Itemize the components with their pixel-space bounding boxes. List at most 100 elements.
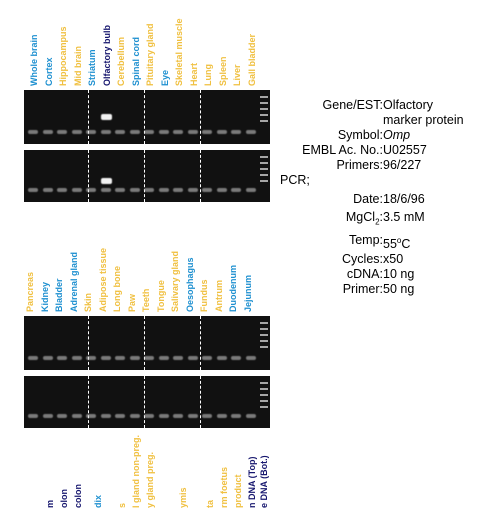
temp-unit: C <box>401 236 411 251</box>
lane-label-text: Heart <box>188 62 199 86</box>
gel-band <box>245 188 256 192</box>
lane-label-text: Gall bladder <box>246 33 257 86</box>
gel-band <box>42 414 53 418</box>
mgcl-value: 3.5 mM <box>383 210 425 224</box>
gel-band <box>115 356 125 360</box>
gel-band <box>158 130 169 134</box>
lane-label-text: Kidney <box>39 281 50 312</box>
gel-image-top-upper <box>24 90 270 144</box>
gel-band <box>173 414 183 418</box>
lane-label-text: Spleen <box>217 56 228 86</box>
gel-band <box>71 356 82 360</box>
mgcl-row: MgCl2: 3.5 mM <box>280 210 492 230</box>
lane-label-text: Jejunum <box>242 274 253 312</box>
gel-ladder-mark <box>260 162 268 164</box>
gel-band <box>42 356 53 360</box>
lane-label-text: Whole brain <box>29 34 39 87</box>
gel-band <box>144 414 154 418</box>
gel-ladder-mark <box>260 346 268 348</box>
embl-value: U02557 <box>383 143 427 157</box>
mgcl-subscript: 2 <box>375 217 380 227</box>
cdna-value: 10 ng <box>383 266 415 281</box>
gel-image-middle-lower <box>24 376 270 428</box>
gel-ladder-mark <box>260 334 268 336</box>
gel-divider <box>200 316 201 370</box>
gel-band <box>86 356 96 360</box>
gel-band <box>245 356 256 360</box>
gel-ladder-mark <box>260 168 268 170</box>
gel-divider <box>200 90 201 144</box>
gel-band <box>115 188 125 192</box>
gel-divider <box>88 90 89 144</box>
gel-ladder-mark <box>260 322 268 324</box>
gel-band <box>144 188 154 192</box>
lane-label-text: olon <box>59 489 69 508</box>
cdna-row: cDNA: 10 ng <box>280 267 492 282</box>
gel-band <box>71 188 82 192</box>
gel-ladder-mark <box>260 388 268 390</box>
gel-band <box>202 356 212 360</box>
lane-label-text: l gland non-preg. <box>131 435 141 508</box>
lane-labels-middle: Pancreas Kidney Bladder Adrenal gland Skin Ad… <box>0 230 270 316</box>
gel-band <box>216 188 227 192</box>
gel-ladder-mark <box>260 394 268 396</box>
gel-ladder-mark <box>260 340 268 342</box>
gel-band <box>71 414 82 418</box>
lane-label-text: Bladder <box>54 278 64 312</box>
cycles-row: Cycles: x50 <box>280 252 492 267</box>
gel-ladder-mark <box>260 180 268 182</box>
gel-image-middle-upper <box>24 316 270 370</box>
gel-band <box>144 356 154 360</box>
gene-value-line2: marker protein <box>383 113 464 127</box>
lane-label-text: Liver <box>232 64 242 86</box>
gel-band <box>129 188 140 192</box>
pcr-label: PCR; <box>280 173 310 187</box>
temp-value: 55 <box>383 236 397 251</box>
symbol-row: Symbol: Omp <box>280 128 492 143</box>
gel-band <box>187 130 198 134</box>
lane-label-text: Duodenum <box>228 265 238 312</box>
gel-ladder-mark <box>260 114 268 116</box>
lane-label-text: product <box>233 474 243 509</box>
lane-label-text: Pituitary gland <box>145 23 155 86</box>
lane-label-text: Eye <box>159 69 170 86</box>
cdna-key: cDNA: <box>346 266 383 281</box>
lane-label-text: colon <box>73 484 83 508</box>
lane-label-text: Skin <box>83 292 93 312</box>
gel-band-bright <box>100 114 112 120</box>
gel-band <box>245 414 256 418</box>
gel-band <box>100 188 111 192</box>
lane-label-text: Fundus <box>199 279 209 313</box>
gel-band <box>100 356 111 360</box>
gel-ladder-mark <box>260 120 268 122</box>
lane-labels-bottom: m olon colon dix s l gland non-preg. y gland p… <box>0 435 270 512</box>
cycles-value: x50 <box>383 251 404 266</box>
date-row: Date: 18/6/96 <box>280 192 492 207</box>
lane-label-text: Olfactory bulb <box>101 24 112 86</box>
lane-label-text: Oesophagus <box>184 257 195 312</box>
gel-band <box>202 188 212 192</box>
lane-label-text: Skeletal muscle <box>174 18 184 86</box>
gel-band <box>187 188 198 192</box>
gel-ladder-mark <box>260 96 268 98</box>
cycles-key: Cycles: <box>342 251 383 266</box>
gel-band <box>42 130 53 134</box>
lane-label-text: Lung <box>203 64 213 86</box>
gel-band <box>129 414 140 418</box>
gel-band <box>28 356 38 360</box>
lane-label-text: Striatum <box>87 49 97 86</box>
embl-row: EMBL Ac. No.: U02557 <box>280 143 492 158</box>
gel-band <box>216 414 227 418</box>
gel-divider <box>200 150 201 202</box>
primer-row: Primer: 50 ng <box>280 282 492 297</box>
gel-ladder-mark <box>260 156 268 158</box>
lane-label-text: Salivary gland <box>170 250 180 312</box>
gel-band <box>57 356 67 360</box>
lane-label-text: Cortex <box>43 57 54 86</box>
lane-label-text: n DNA (Top) <box>247 456 257 508</box>
gel-band <box>144 130 154 134</box>
lane-label-text: Tongue <box>155 280 166 312</box>
gel-band-bright <box>100 178 112 184</box>
gel-band <box>57 414 67 418</box>
lane-label-text: dix <box>93 494 103 508</box>
